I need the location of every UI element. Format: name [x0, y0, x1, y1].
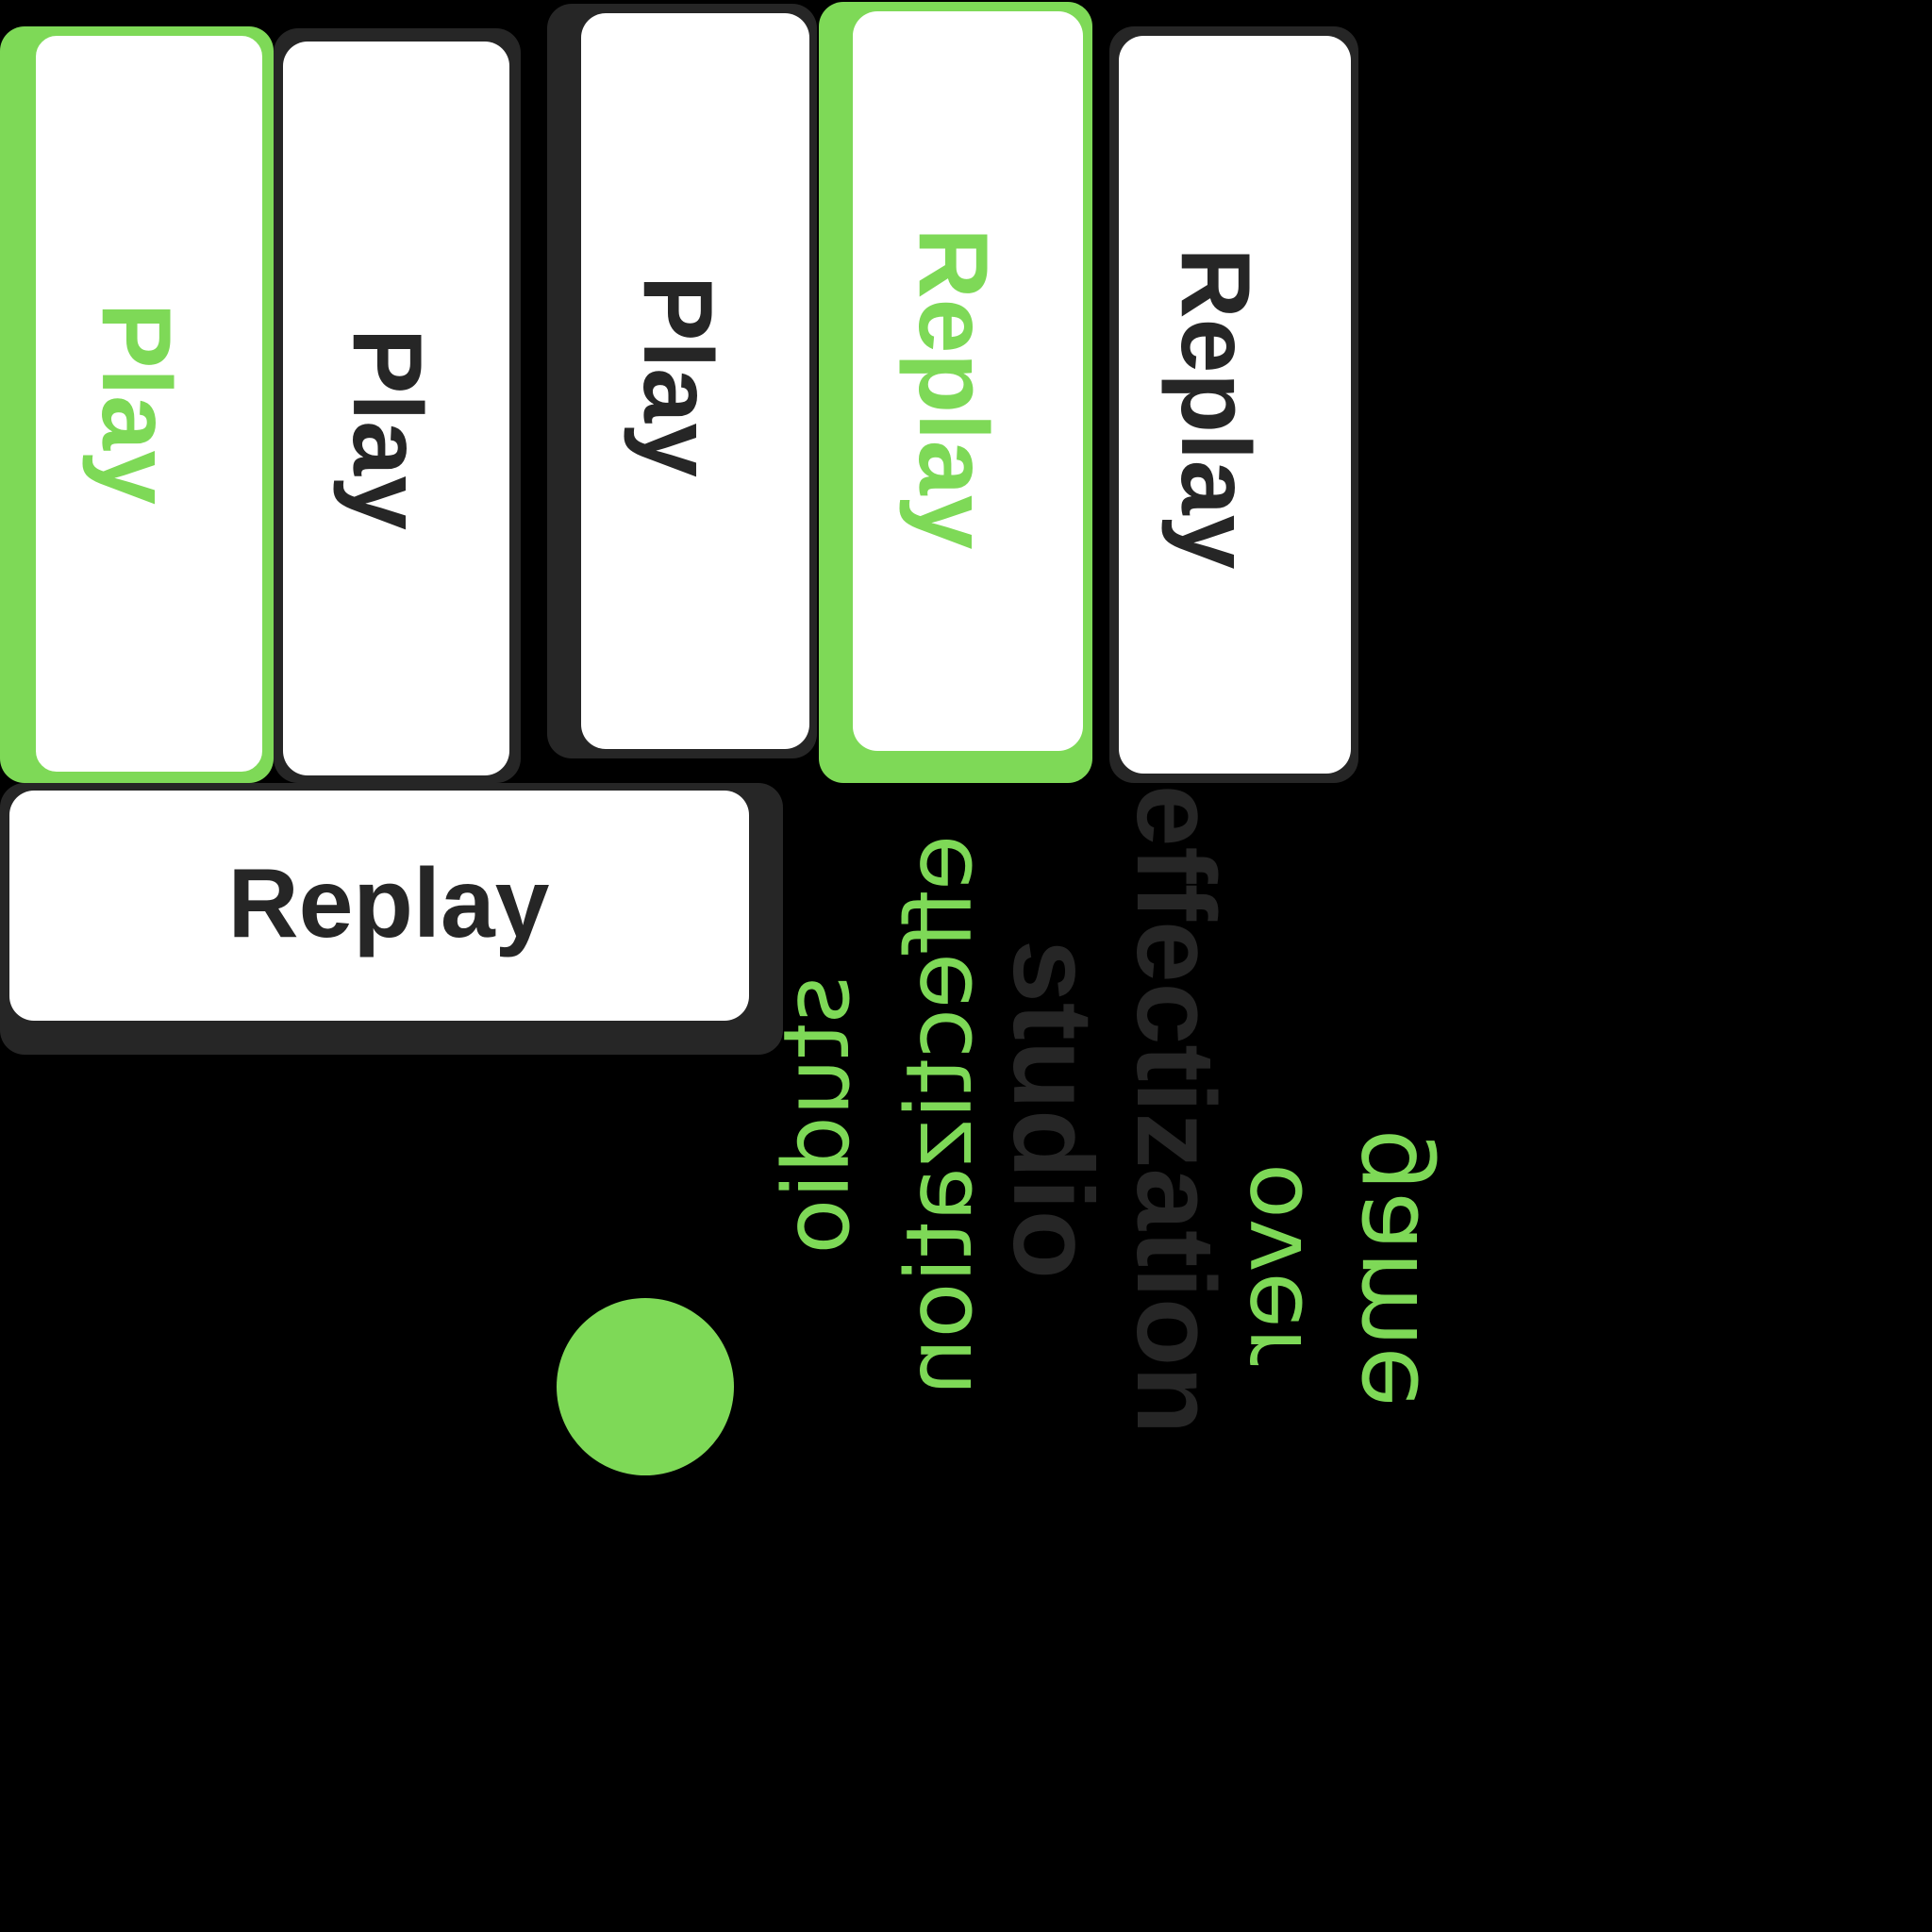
- play-button-3-label: Play: [623, 275, 732, 477]
- play-button-3[interactable]: Play: [547, 4, 817, 758]
- word-studio-dark: studio: [990, 940, 1116, 1279]
- word-studio-green: studio: [764, 975, 870, 1255]
- word-effectization-green: effectization: [887, 834, 992, 1396]
- replay-button-2-label: Replay: [1160, 247, 1270, 570]
- play-button-2[interactable]: Play: [274, 28, 521, 783]
- replay-button-1-label: Replay: [898, 227, 1008, 550]
- play-button-1-label: Play: [81, 303, 191, 505]
- word-game-green: game: [1325, 1128, 1441, 1407]
- replay-button-1[interactable]: Replay: [819, 2, 1092, 783]
- word-over-green: over: [1217, 1162, 1323, 1366]
- word-effectization-dark: effectization: [1113, 784, 1238, 1435]
- replay-button-2[interactable]: Replay: [1109, 26, 1358, 783]
- play-button-2-label: Play: [332, 328, 441, 530]
- indicator-dot: [557, 1298, 734, 1475]
- replay-button-3[interactable]: Replay: [0, 783, 783, 1055]
- replay-button-3-label: Replay: [227, 849, 550, 958]
- play-button-1[interactable]: Play: [0, 26, 274, 783]
